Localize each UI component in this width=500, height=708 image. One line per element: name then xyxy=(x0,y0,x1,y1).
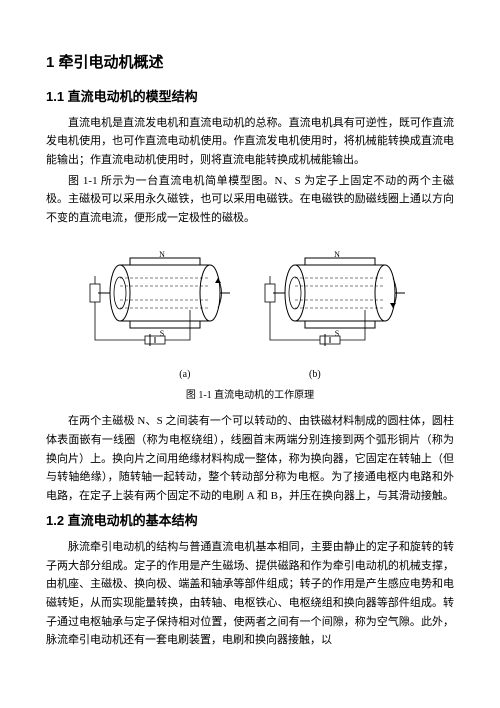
motor-diagram-icon: N S xyxy=(80,238,420,358)
section-1-2-p1: 脉流牵引电动机的结构与普通直流电机基本相同，主要由静止的定子和旋转的转子两大部分… xyxy=(46,538,454,650)
section-1-1-p3: 在两个主磁极 N、S 之间装有一个可以转动的、由铁磁材料制成的圆柱体，圆柱体表面… xyxy=(46,412,454,505)
chapter-title: 1 牵引电动机概述 xyxy=(46,50,454,76)
figure-1-1-caption: 图 1-1 直流电动机的工作原理 xyxy=(46,387,454,404)
pole-s-label: S xyxy=(160,329,164,338)
section-1-1-p2: 图 1-1 所示为一台直流电机简单模型图。N、S 为定子上固定不动的两个主磁极。… xyxy=(46,172,454,228)
section-1-1-title: 1.1 直流电动机的模型结构 xyxy=(46,86,454,108)
section-1-1-p1: 直流电机是直流发电机和直流电动机的总称。直流电机具有可逆性，既可作直流发电机使用… xyxy=(46,114,454,170)
figure-1-1: N S xyxy=(46,238,454,384)
pole-n-label-b: N xyxy=(334,250,340,259)
figure-label-a: (a) xyxy=(179,366,190,383)
section-1-2-title: 1.2 直流电动机的基本结构 xyxy=(46,510,454,532)
figure-label-b: (b) xyxy=(309,366,321,383)
pole-s-label-b: S xyxy=(335,329,339,338)
pole-n-label: N xyxy=(159,250,165,259)
